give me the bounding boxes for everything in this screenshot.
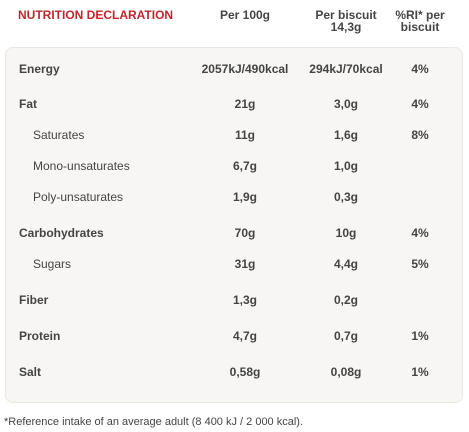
cell: 1% (411, 329, 429, 343)
cell: 10g (335, 226, 357, 240)
cell: 1,6g (333, 128, 359, 142)
cell: 0,08g (330, 365, 362, 379)
row-label: Energy (19, 62, 60, 76)
column-header-line: Per 100g (219, 8, 271, 22)
column-header: %RI* per biscuit (395, 9, 444, 33)
cell: 4% (411, 62, 429, 76)
cell: 0,7g (333, 329, 359, 343)
cell: 4% (411, 97, 429, 111)
cell: 6,7g (232, 159, 258, 173)
cell: 1,9g (232, 190, 258, 204)
row-label: Protein (19, 329, 61, 343)
cell: 3,0g (333, 97, 359, 111)
column-header-line: biscuit (400, 20, 440, 34)
cell: 0,58g (229, 365, 261, 379)
cell: 1,3g (232, 293, 258, 307)
title: NUTRITION DECLARATION (18, 8, 174, 22)
sub-row-label: Poly-unsaturates (33, 190, 124, 204)
cell: 0,3g (333, 190, 359, 204)
row-label: Carbohydrates (19, 226, 104, 240)
cell: 2057kJ/490kcal (201, 62, 289, 76)
row-label: Fiber (19, 293, 49, 307)
sub-row-label: Mono-unsaturates (33, 159, 130, 173)
sub-row-label: Saturates (33, 128, 85, 142)
column-header-line: Per biscuit (315, 8, 377, 22)
table-panel (5, 47, 463, 403)
column-header-line: 14,3g (330, 20, 362, 34)
cell: 8% (411, 128, 429, 142)
cell: 11g (234, 128, 256, 142)
footnote: *Reference intake of an average adult (8… (4, 416, 304, 428)
row-label: Fat (19, 97, 37, 111)
cell: 0,2g (333, 293, 359, 307)
row-label: Salt (19, 365, 42, 379)
cell: 4,7g (232, 329, 258, 343)
cell: 31g (234, 257, 256, 271)
cell: 21g (234, 97, 256, 111)
sub-row-label: Sugars (33, 257, 72, 271)
cell: 1% (411, 365, 429, 379)
column-header: Per biscuit 14,3g (315, 9, 376, 33)
cell: 4,4g (333, 257, 359, 271)
cell: 294kJ/70kcal (309, 62, 383, 76)
column-header: Per 100g (220, 9, 270, 21)
cell: 1,0g (333, 159, 359, 173)
cell: 70g (234, 226, 256, 240)
column-header-line: %RI* per (395, 8, 445, 22)
cell: 4% (411, 226, 429, 240)
cell: 5% (411, 257, 429, 271)
